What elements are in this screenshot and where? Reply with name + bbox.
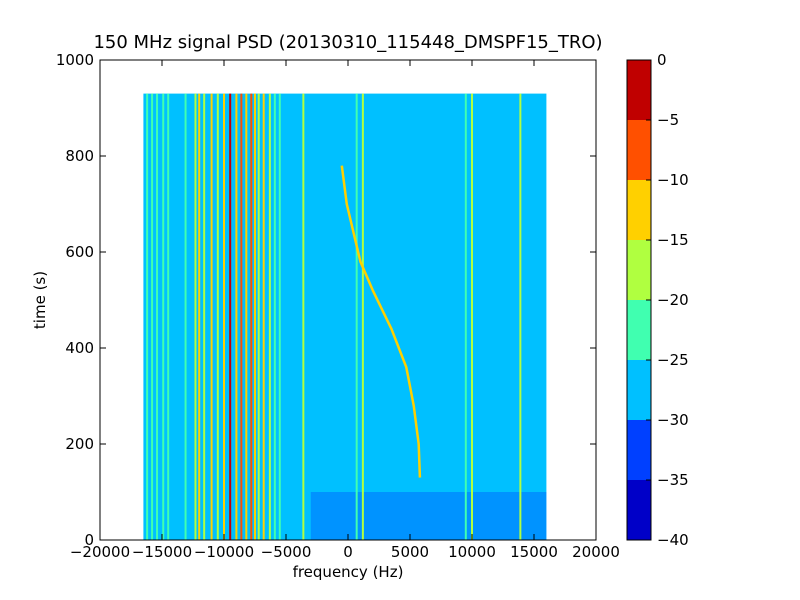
colorbar-tick-label: −25 bbox=[657, 351, 689, 369]
colorbar-band bbox=[627, 360, 651, 420]
colorbar-tick-label: −15 bbox=[657, 231, 689, 249]
x-axis: −20000 −15000 −10000 −5000 0 5000 10000 15000 20… bbox=[70, 60, 620, 561]
y-tick-label: 0 bbox=[84, 531, 94, 549]
colorbar-band bbox=[627, 60, 651, 120]
colorbar-band bbox=[627, 420, 651, 480]
x-tick-label: 15000 bbox=[510, 543, 558, 561]
x-axis-label: frequency (Hz) bbox=[293, 563, 404, 581]
x-tick-label: −15000 bbox=[132, 543, 192, 561]
y-axis: 0 200 400 600 800 1000 bbox=[56, 51, 596, 549]
y-tick-label: 600 bbox=[65, 243, 94, 261]
y-tick-label: 400 bbox=[65, 339, 94, 357]
colorbar-band bbox=[627, 180, 651, 240]
low-frequency-noise-band bbox=[310, 492, 547, 540]
y-axis-label: time (s) bbox=[31, 271, 49, 329]
colorbar-tick-label: −35 bbox=[657, 471, 689, 489]
doppler-drift-trace bbox=[340, 165, 422, 478]
x-tick-label: −10000 bbox=[194, 543, 254, 561]
colorbar: −40 −35 −30 −25 −20 −15 −10 −5 0 bbox=[626, 51, 689, 549]
colorbar-tick-label: −5 bbox=[657, 111, 679, 129]
colorbar-tick-label: −20 bbox=[657, 291, 689, 309]
colorbar-band bbox=[627, 240, 651, 300]
x-tick-label: 10000 bbox=[448, 543, 496, 561]
x-tick-label: 5000 bbox=[391, 543, 429, 561]
colorbar-tick-label: −30 bbox=[657, 411, 689, 429]
x-tick-label: −5000 bbox=[261, 543, 312, 561]
colorbar-tick-label: −10 bbox=[657, 171, 689, 189]
colorbar-tick-label: 0 bbox=[657, 51, 667, 69]
heatmap-background bbox=[143, 93, 547, 540]
colorbar-band bbox=[627, 120, 651, 180]
x-tick-label: 0 bbox=[343, 543, 353, 561]
colorbar-tick-label: −40 bbox=[657, 531, 689, 549]
colorbar-band bbox=[627, 480, 651, 540]
colorbar-band bbox=[627, 300, 651, 360]
x-tick-label: 20000 bbox=[572, 543, 620, 561]
heatmap bbox=[143, 93, 547, 540]
chart-title: 150 MHz signal PSD (20130310_115448_DMSP… bbox=[93, 32, 602, 53]
y-tick-label: 800 bbox=[65, 147, 94, 165]
y-tick-label: 1000 bbox=[56, 51, 94, 69]
x-tick-label: −20000 bbox=[70, 543, 130, 561]
y-tick-label: 200 bbox=[65, 435, 94, 453]
